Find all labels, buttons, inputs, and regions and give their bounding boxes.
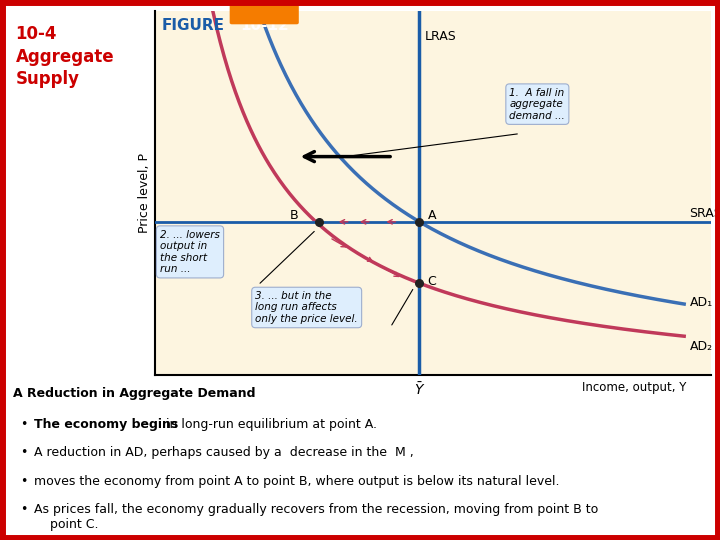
Text: $\bar{Y}$: $\bar{Y}$ (414, 381, 426, 398)
Text: 3. ... but in the
long run affects
only the price level.: 3. ... but in the long run affects only … (256, 291, 358, 324)
Text: SRAS: SRAS (690, 207, 720, 220)
Text: 1.  A fall in
aggregate
demand ...: 1. A fall in aggregate demand ... (510, 87, 565, 121)
Text: AD₁: AD₁ (690, 295, 713, 309)
Text: •: • (20, 418, 27, 431)
Text: The economy begins: The economy begins (34, 418, 179, 431)
Text: •: • (20, 475, 27, 488)
Text: A reduction in AD, perhaps caused by a  decrease in the  M ,: A reduction in AD, perhaps caused by a d… (34, 447, 414, 460)
Text: 10-12: 10-12 (240, 18, 289, 33)
Text: in long-run equilibrium at point A.: in long-run equilibrium at point A. (162, 418, 377, 431)
Text: •: • (20, 503, 27, 516)
Text: A Reduction in Aggregate Demand: A Reduction in Aggregate Demand (13, 387, 256, 400)
Text: Income, output, Y: Income, output, Y (582, 381, 687, 394)
Text: LRAS: LRAS (425, 30, 456, 43)
Text: A: A (428, 209, 436, 222)
Text: moves the economy from point A to point B, where output is below its natural lev: moves the economy from point A to point … (34, 475, 559, 488)
Text: C: C (428, 275, 436, 288)
Text: 2. ... lowers
output in
the short
run ...: 2. ... lowers output in the short run ..… (160, 230, 220, 274)
Text: AD₂: AD₂ (690, 340, 713, 353)
Text: •: • (20, 447, 27, 460)
Text: FIGURE: FIGURE (162, 18, 225, 33)
Text: B: B (289, 209, 298, 222)
Y-axis label: Price level, P: Price level, P (138, 153, 150, 233)
Text: 10-4
Aggregate
Supply: 10-4 Aggregate Supply (16, 25, 114, 88)
Text: As prices fall, the economy gradually recovers from the recession, moving from p: As prices fall, the economy gradually re… (34, 503, 598, 531)
